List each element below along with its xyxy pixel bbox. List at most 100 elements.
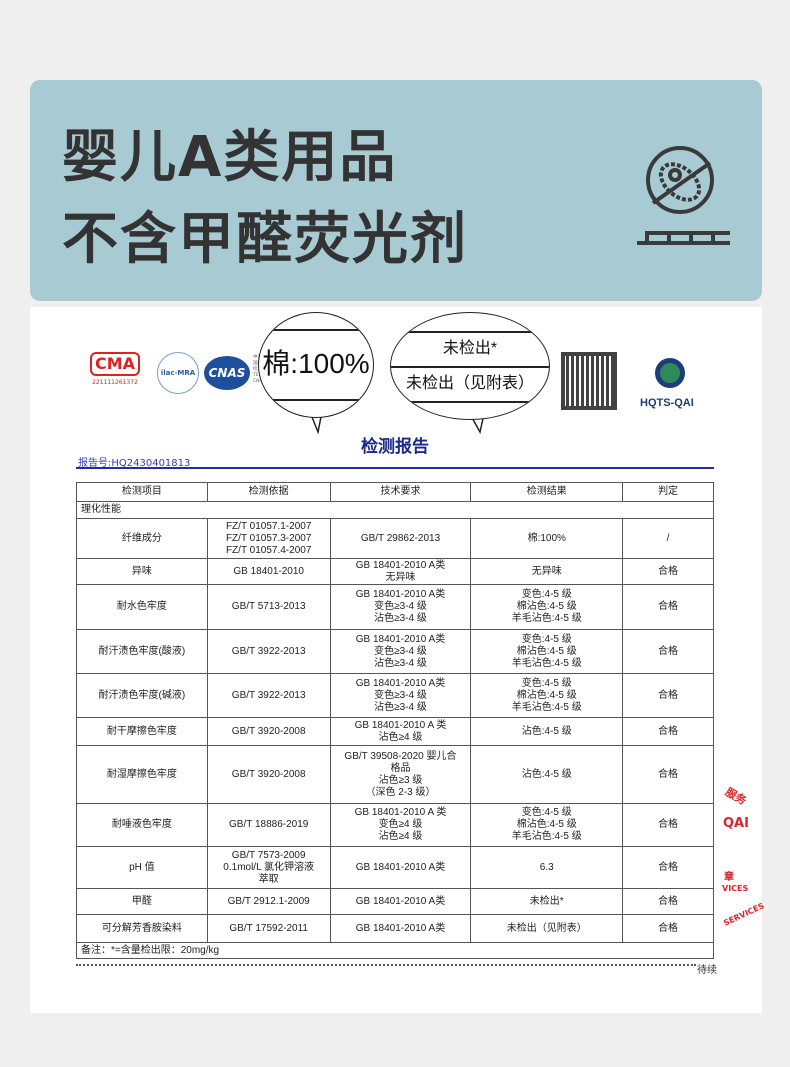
headline-line2: 不含甲醛荧光剂 (62, 207, 468, 272)
title-rule (76, 467, 714, 469)
result-line: 棉沾色:4-5 级 (516, 689, 577, 701)
requirement-line: 变色≥3-4 级 (374, 645, 427, 657)
result-line: 羊毛沾色:4-5 级 (511, 831, 582, 842)
requirement-line: GB 18401-2010 A类 (355, 922, 446, 934)
verdict: 合格 (622, 717, 714, 746)
result-line: 6.3 (539, 861, 554, 873)
requirement-line: 无异味 (385, 571, 416, 583)
result-line: 沾色:4-5 级 (521, 768, 572, 780)
hqts-logo-icon (655, 358, 685, 388)
test-basis-line: GB/T 17592-2011 (229, 922, 308, 934)
note: 备注：*=含量检出限：20mg/kg (76, 942, 714, 959)
requirement: GB 18401-2010 A 类沾色≥4 级 (329, 717, 472, 746)
verdict: 合格 (622, 846, 714, 889)
table-row: 耐唾液色牢度 GB/T 18886-2019 GB 18401-2010 A 类变色… (76, 803, 714, 847)
magnifier-formaldehyde: 未检出* 未检出（见附表） (390, 312, 550, 420)
result: 变色:4-5 级棉沾色:4-5 级羊毛沾色:4-5 级 (470, 629, 624, 674)
test-item: 耐汗渍色牢度(碱液) (76, 673, 208, 718)
result: 沾色:4-5 级 (470, 745, 624, 804)
requirement-line: GB 18401-2010 A类 (355, 895, 446, 907)
header-banner (30, 80, 762, 301)
requirement-line: GB 18401-2010 A 类 (354, 807, 447, 818)
result: 变色:4-5 级棉沾色:4-5 级羊毛沾色:4-5 级 (470, 673, 624, 718)
result-line: 棉沾色:4-5 级 (516, 819, 577, 830)
result-line: 羊毛沾色:4-5 级 (511, 657, 582, 669)
result-line: 无异味 (531, 565, 562, 577)
headline-line1: 婴儿A类用品 (62, 125, 398, 190)
result: 6.3 (470, 846, 624, 889)
test-basis-line: GB/T 3920-2008 (231, 768, 306, 780)
table-row: 耐汗渍色牢度(酸液) GB/T 3922-2013 GB 18401-2010 A类… (76, 629, 714, 674)
result: 未检出（见附表） (470, 914, 624, 943)
table-header: 检测项目 检测依据 技术要求 检测结果 判定 (76, 482, 714, 502)
hqts-logo-text: HQTS-QAI (640, 397, 694, 409)
test-basis: GB/T 17592-2011 (206, 914, 331, 943)
test-item: 耐湿摩擦色牢度 (76, 745, 208, 804)
verdict: 合格 (622, 888, 714, 915)
result-line: 未检出* (529, 895, 564, 907)
test-basis-line: GB/T 3922-2013 (231, 689, 306, 701)
test-basis-line: GB/T 3922-2013 (231, 645, 306, 657)
test-basis-line: FZ/T 01057.3-2007 (225, 532, 312, 544)
result: 未检出* (470, 888, 624, 915)
continued-label: 待续 (697, 965, 717, 976)
test-item: 耐水色牢度 (76, 584, 208, 630)
result-line: 棉沾色:4-5 级 (516, 645, 577, 657)
table-row: 可分解芳香胺染料 GB/T 17592-2011 GB 18401-2010 A类未… (76, 914, 714, 943)
test-basis-line: GB/T 5713-2013 (231, 601, 306, 612)
result-line: 沾色:4-5 级 (521, 725, 572, 737)
result-line: 变色:4-5 级 (521, 633, 572, 645)
test-item: 耐唾液色牢度 (76, 803, 208, 847)
test-basis-line: FZ/T 01057.1-2007 (225, 520, 312, 532)
table-row: pH 值 GB/T 7573-2009 0.1mol/L 氯化钾溶液 萃取 GB 184… (76, 846, 714, 889)
result-line: 变色:4-5 级 (521, 589, 572, 600)
magnifier-fiber: 棉:100% (258, 312, 374, 418)
test-item: 纤维成分 (76, 518, 208, 559)
requirement-line: 沾色≥3-4 级 (374, 657, 427, 669)
requirement-line: 沾色≥3-4 级 (374, 613, 427, 624)
result-line: 变色:4-5 级 (521, 677, 572, 689)
result-line: 变色:4-5 级 (521, 807, 572, 818)
test-basis: GB/T 5713-2013 (206, 584, 331, 630)
verdict: 合格 (622, 584, 714, 630)
requirement: GB 18401-2010 A类 无异味 (329, 558, 472, 585)
test-basis-line: GB/T 7573-2009 (231, 849, 306, 861)
requirement-line: 变色≥4 级 (378, 819, 423, 830)
requirement: GB 18401-2010 A类 (329, 914, 472, 943)
stamp-text: QAI (723, 816, 749, 831)
table-row: 异味 GB 18401-2010 GB 18401-2010 A类 无异味 无异味 合格 (76, 558, 714, 585)
table-row: 耐湿摩擦色牢度 GB/T 3920-2008 GB/T 39508-2020 婴儿合… (76, 745, 714, 804)
test-basis: FZ/T 01057.1-2007 FZ/T 01057.3-2007 FZ/T 0… (206, 518, 331, 559)
test-item: 耐汗渍色牢度(酸液) (76, 629, 208, 674)
requirement-line: GB 18401-2010 A类 (355, 559, 446, 571)
verdict: 合格 (622, 803, 714, 847)
requirement-line: GB 18401-2010 A类 (355, 677, 446, 689)
test-table: 检测项目 检测依据 技术要求 检测结果 判定 理化性能 纤维成分 FZ/T 01057.1… (76, 482, 714, 959)
stamp-text: 章 (724, 872, 734, 883)
result-line: 棉沾色:4-5 级 (516, 601, 577, 612)
stamp-text: VICES (722, 884, 749, 893)
requirement-line: GB/T 29862-2013 (360, 532, 441, 544)
requirement: GB 18401-2010 A类 变色≥3-4 级沾色≥3-4 级 (329, 629, 472, 674)
requirement-line: 变色≥3-4 级 (374, 689, 427, 701)
result-line: 棉:100% (527, 532, 566, 544)
test-basis-line: GB/T 2912.1-2009 (227, 895, 310, 907)
table-row: 耐水色牢度 GB/T 5713-2013 GB 18401-2010 A类 变色≥3-… (76, 584, 714, 630)
requirement-line: GB/T 39508-2020 婴儿合 (344, 750, 457, 762)
requirement-line: GB 18401-2010 A类 (355, 589, 446, 600)
qr-code[interactable] (561, 352, 617, 410)
no-bacteria-icon (637, 146, 730, 245)
result-line: 羊毛沾色:4-5 级 (511, 613, 582, 624)
result: 变色:4-5 级棉沾色:4-5 级羊毛沾色:4-5 级 (470, 803, 624, 847)
requirement-line: GB 18401-2010 A 类 (354, 719, 447, 731)
result-line: 羊毛沾色:4-5 级 (511, 701, 582, 713)
requirement-line: GB 18401-2010 A类 (355, 861, 446, 873)
dotted-separator (76, 964, 696, 966)
cnas-logo: CNAS (204, 356, 250, 390)
verdict: / (622, 518, 714, 559)
test-basis-line: GB 18401-2010 (233, 565, 304, 577)
requirement: GB/T 39508-2020 婴儿合 格品 沾色≥3 级（深色 2-3 级） (329, 745, 472, 804)
test-item: 异味 (76, 558, 208, 585)
requirement: GB/T 29862-2013 (329, 518, 472, 559)
